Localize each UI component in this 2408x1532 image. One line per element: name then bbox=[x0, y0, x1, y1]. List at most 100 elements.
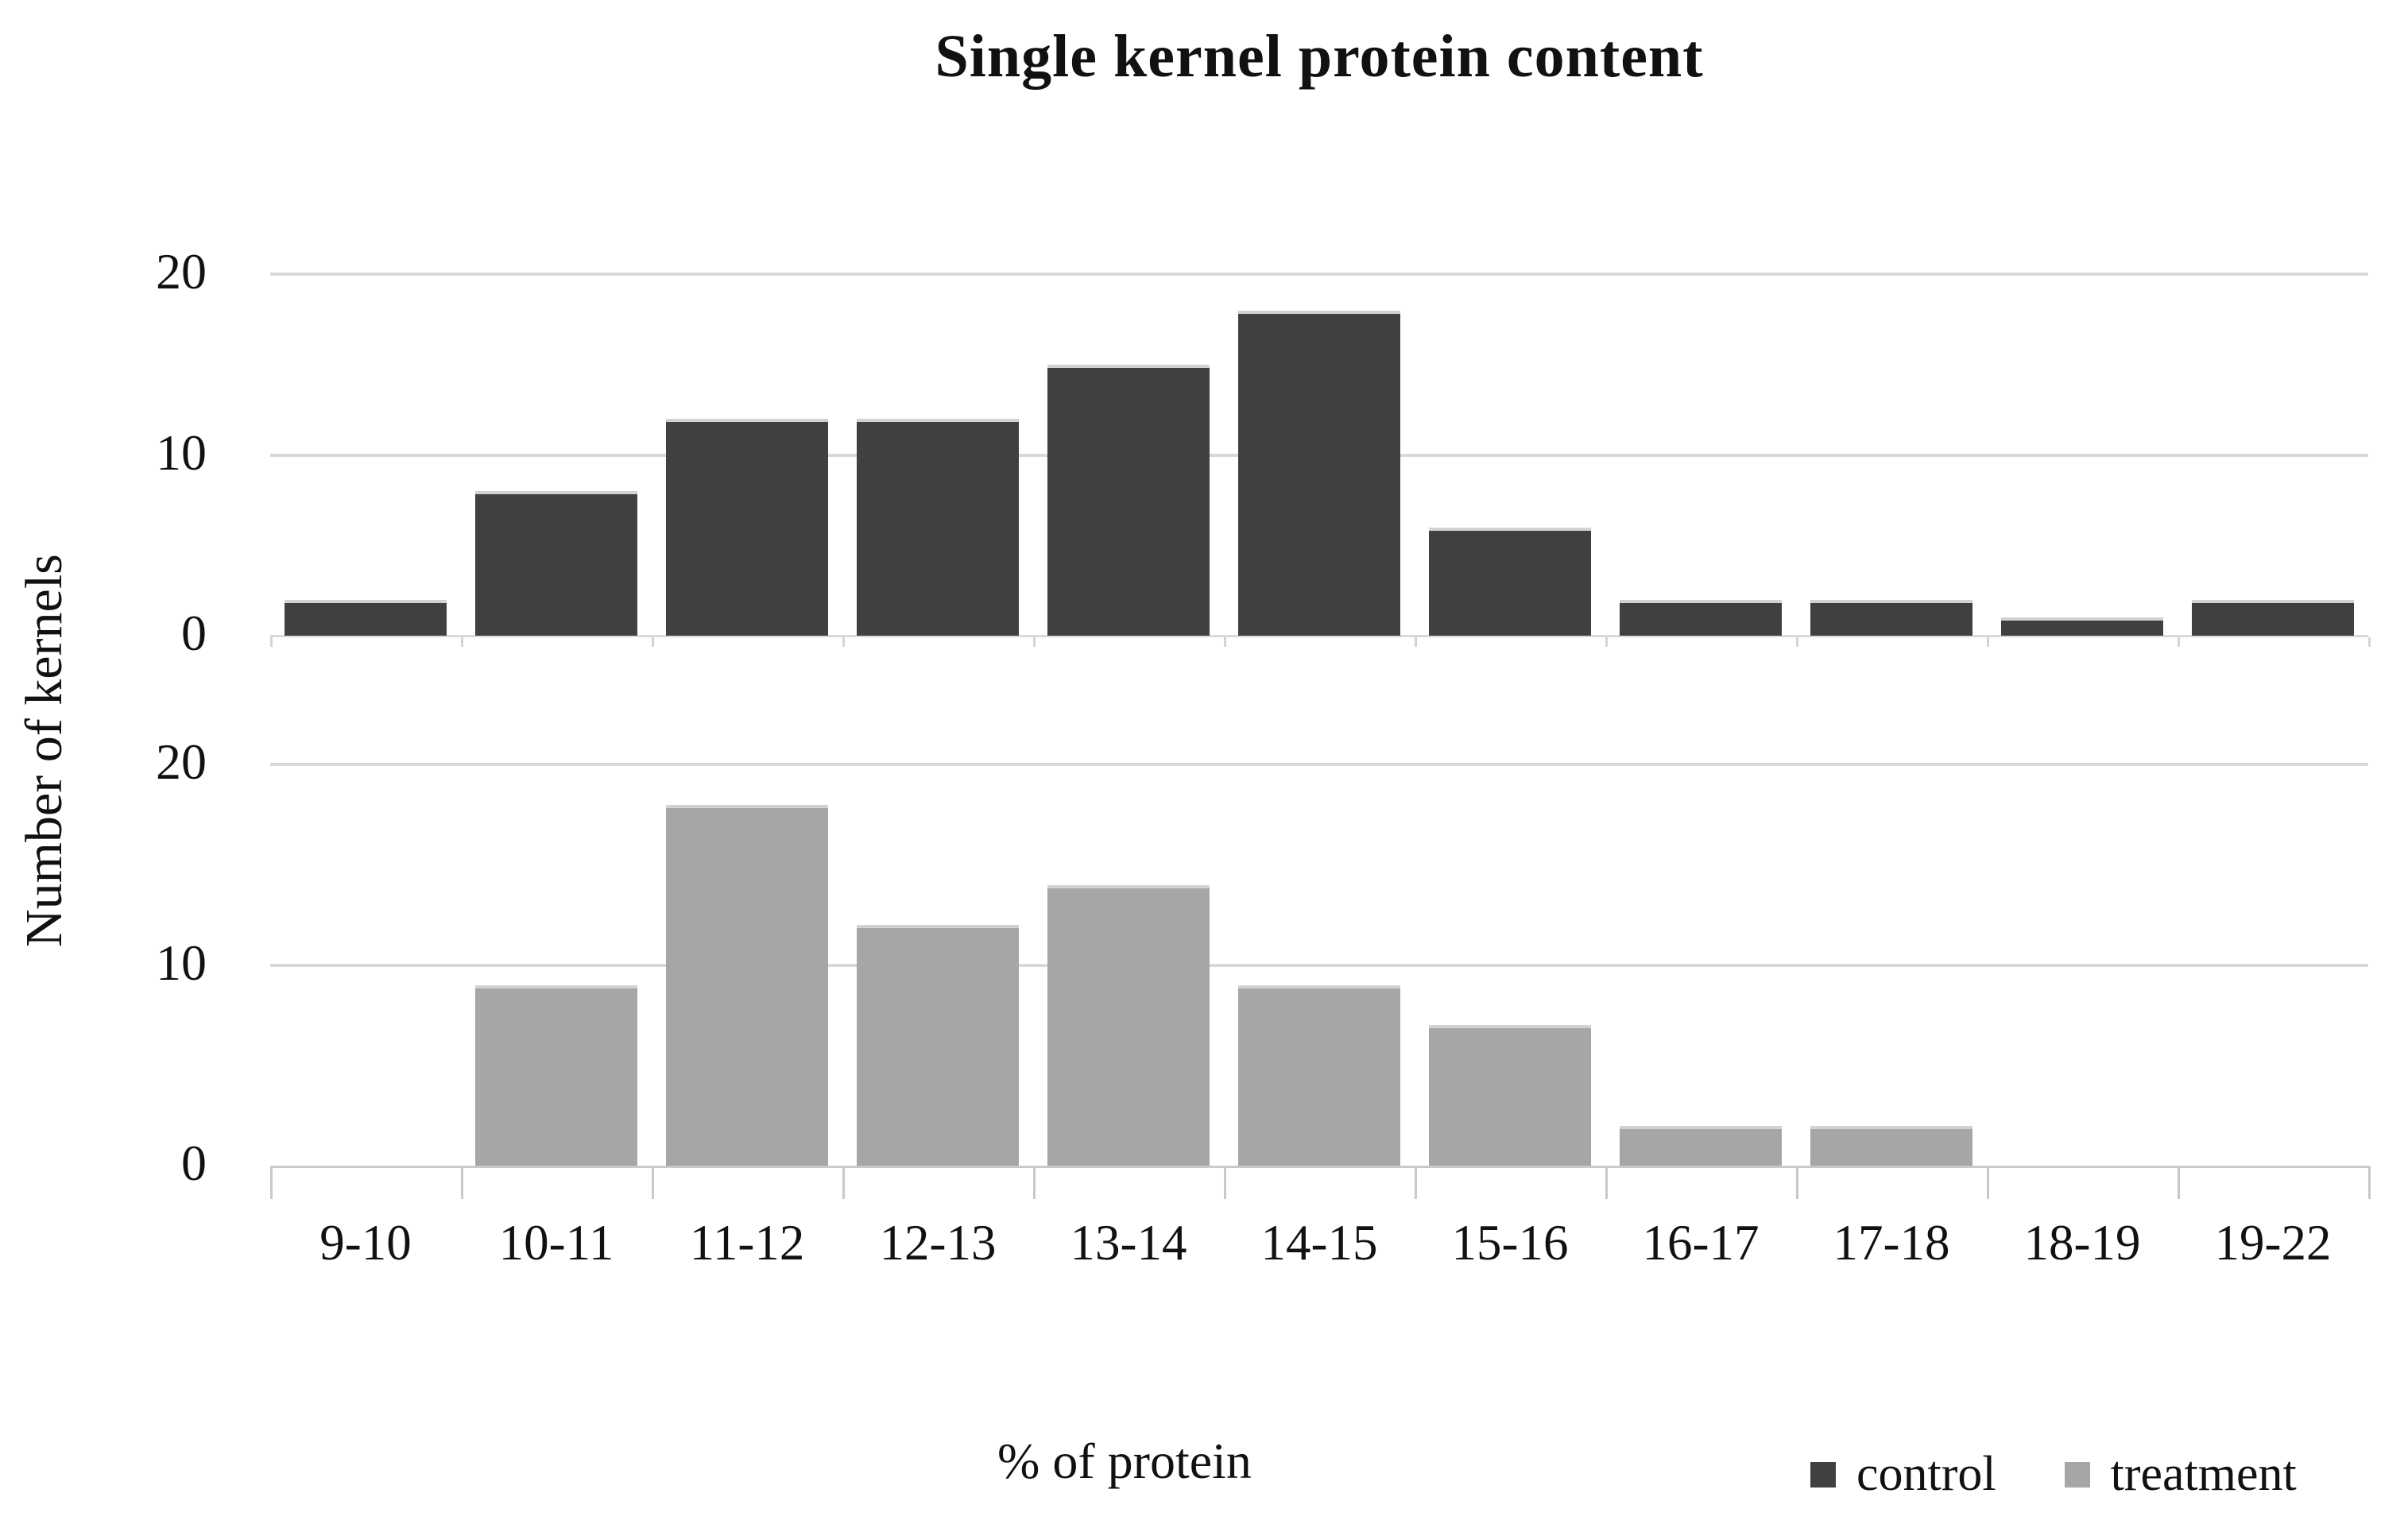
x-axis-tick bbox=[842, 1166, 845, 1199]
bar-slot-treatment-11-12 bbox=[652, 764, 842, 1166]
bar-slot-treatment-16-17 bbox=[1605, 764, 1796, 1166]
legend: control treatment bbox=[1810, 1446, 2297, 1503]
top-panel-tick bbox=[1987, 637, 1989, 647]
x-category-labels: 9-10 10-11 11-12 12-13 13-14 14-15 15-16 16-17 1… bbox=[270, 1214, 2368, 1272]
bar-control-18-19 bbox=[2001, 617, 2163, 636]
x-label-13-14: 13-14 bbox=[1070, 1215, 1187, 1271]
bar-control-17-18 bbox=[1810, 599, 1972, 636]
bar-slot-treatment-12-13 bbox=[842, 764, 1033, 1166]
y-tick-control-20: 20 bbox=[156, 243, 207, 300]
bars-treatment bbox=[270, 764, 2368, 1166]
x-axis-tick bbox=[1796, 1166, 1798, 1199]
top-panel-tick bbox=[270, 637, 273, 647]
gridline-20-control bbox=[270, 273, 2368, 276]
top-panel-tick bbox=[2368, 637, 2371, 647]
x-label-12-13: 12-13 bbox=[879, 1215, 997, 1271]
top-panel-tick bbox=[652, 637, 654, 647]
bar-slot-treatment-9-10 bbox=[270, 764, 461, 1166]
x-axis-tick bbox=[1605, 1166, 1608, 1199]
x-axis-title: % of protein bbox=[997, 1433, 1252, 1489]
bar-slot-control-13-14 bbox=[1033, 274, 1224, 636]
y-tick-control-10: 10 bbox=[156, 424, 207, 481]
x-axis-tick bbox=[1415, 1166, 1417, 1199]
bar-control-15-16 bbox=[1429, 527, 1591, 636]
y-tick-treatment-20: 20 bbox=[156, 733, 207, 791]
x-label-15-16: 15-16 bbox=[1451, 1215, 1569, 1271]
gridline-20-treatment bbox=[270, 763, 2368, 766]
x-label-9-10: 9-10 bbox=[319, 1215, 412, 1271]
bar-control-14-15 bbox=[1238, 310, 1400, 636]
bar-treatment-10-11 bbox=[475, 985, 637, 1166]
x-label-14-15: 14-15 bbox=[1260, 1215, 1378, 1271]
panel-treatment bbox=[270, 763, 2368, 1166]
bar-control-12-13 bbox=[857, 419, 1019, 636]
bar-treatment-17-18 bbox=[1810, 1125, 1972, 1166]
panel-control bbox=[270, 273, 2368, 637]
legend-swatch-control bbox=[1810, 1461, 1836, 1488]
x-axis-line bbox=[270, 1166, 2371, 1168]
bar-treatment-13-14 bbox=[1047, 884, 1210, 1166]
x-axis-tick bbox=[2178, 1166, 2180, 1199]
bar-slot-control-12-13 bbox=[842, 274, 1033, 636]
top-panel-tick bbox=[1415, 637, 1417, 647]
bar-slot-control-10-11 bbox=[461, 274, 652, 636]
gridline-10-treatment bbox=[270, 963, 2368, 967]
bar-slot-treatment-19-22 bbox=[2178, 764, 2368, 1166]
bar-control-13-14 bbox=[1047, 364, 1210, 636]
legend-item-treatment: treatment bbox=[2064, 1446, 2297, 1503]
top-panel-tick bbox=[1224, 637, 1226, 647]
bar-control-10-11 bbox=[475, 491, 637, 636]
bar-slot-control-17-18 bbox=[1796, 274, 1987, 636]
x-label-10-11: 10-11 bbox=[498, 1215, 614, 1271]
top-panel-tick bbox=[1033, 637, 1036, 647]
x-label-11-12: 11-12 bbox=[689, 1215, 805, 1271]
bar-control-16-17 bbox=[1620, 599, 1782, 636]
x-label-19-22: 19-22 bbox=[2214, 1215, 2332, 1271]
bar-treatment-15-16 bbox=[1429, 1025, 1591, 1166]
top-panel-tick bbox=[2178, 637, 2180, 647]
bar-slot-treatment-14-15 bbox=[1224, 764, 1415, 1166]
bar-slot-treatment-18-19 bbox=[1987, 764, 2178, 1166]
x-label-17-18: 17-18 bbox=[1833, 1215, 1950, 1271]
x-axis-tick bbox=[1224, 1166, 1226, 1199]
top-panel-tick bbox=[1605, 637, 1608, 647]
legend-label-treatment: treatment bbox=[2110, 1447, 2297, 1501]
bar-treatment-14-15 bbox=[1238, 985, 1400, 1166]
top-panel-tick bbox=[1796, 637, 1798, 647]
x-axis-tick bbox=[270, 1166, 273, 1199]
bar-slot-control-19-22 bbox=[2178, 274, 2368, 636]
legend-swatch-treatment bbox=[2064, 1461, 2090, 1488]
bar-slot-control-9-10 bbox=[270, 274, 461, 636]
top-panel-tick bbox=[461, 637, 463, 647]
bar-treatment-12-13 bbox=[857, 925, 1019, 1166]
bar-treatment-11-12 bbox=[666, 804, 828, 1166]
x-axis-tick bbox=[652, 1166, 654, 1199]
legend-label-control: control bbox=[1856, 1447, 1996, 1501]
x-label-16-17: 16-17 bbox=[1642, 1215, 1760, 1271]
x-label-18-19: 18-19 bbox=[2023, 1215, 2141, 1271]
bar-slot-control-15-16 bbox=[1415, 274, 1605, 636]
x-axis-tick bbox=[1033, 1166, 1036, 1199]
bar-slot-control-11-12 bbox=[652, 274, 842, 636]
top-panel-tick bbox=[842, 637, 845, 647]
bar-control-11-12 bbox=[666, 419, 828, 636]
baseline-control bbox=[270, 635, 2368, 637]
bar-control-19-22 bbox=[2192, 599, 2354, 636]
bar-slot-control-16-17 bbox=[1605, 274, 1796, 636]
x-axis-tick bbox=[1987, 1166, 1989, 1199]
x-axis-tick bbox=[461, 1166, 463, 1199]
x-axis-tick bbox=[2368, 1166, 2371, 1199]
bar-slot-control-18-19 bbox=[1987, 274, 2178, 636]
bar-treatment-16-17 bbox=[1620, 1125, 1782, 1166]
chart-title: Single kernel protein content bbox=[935, 23, 1704, 90]
bars-control bbox=[270, 274, 2368, 636]
bar-slot-treatment-15-16 bbox=[1415, 764, 1605, 1166]
bar-slot-control-14-15 bbox=[1224, 274, 1415, 636]
bar-slot-treatment-17-18 bbox=[1796, 764, 1987, 1166]
y-tick-treatment-10: 10 bbox=[156, 934, 207, 991]
bar-slot-treatment-10-11 bbox=[461, 764, 652, 1166]
y-tick-control-0: 0 bbox=[181, 605, 207, 662]
y-tick-treatment-0: 0 bbox=[181, 1135, 207, 1192]
bar-control-9-10 bbox=[285, 599, 447, 636]
